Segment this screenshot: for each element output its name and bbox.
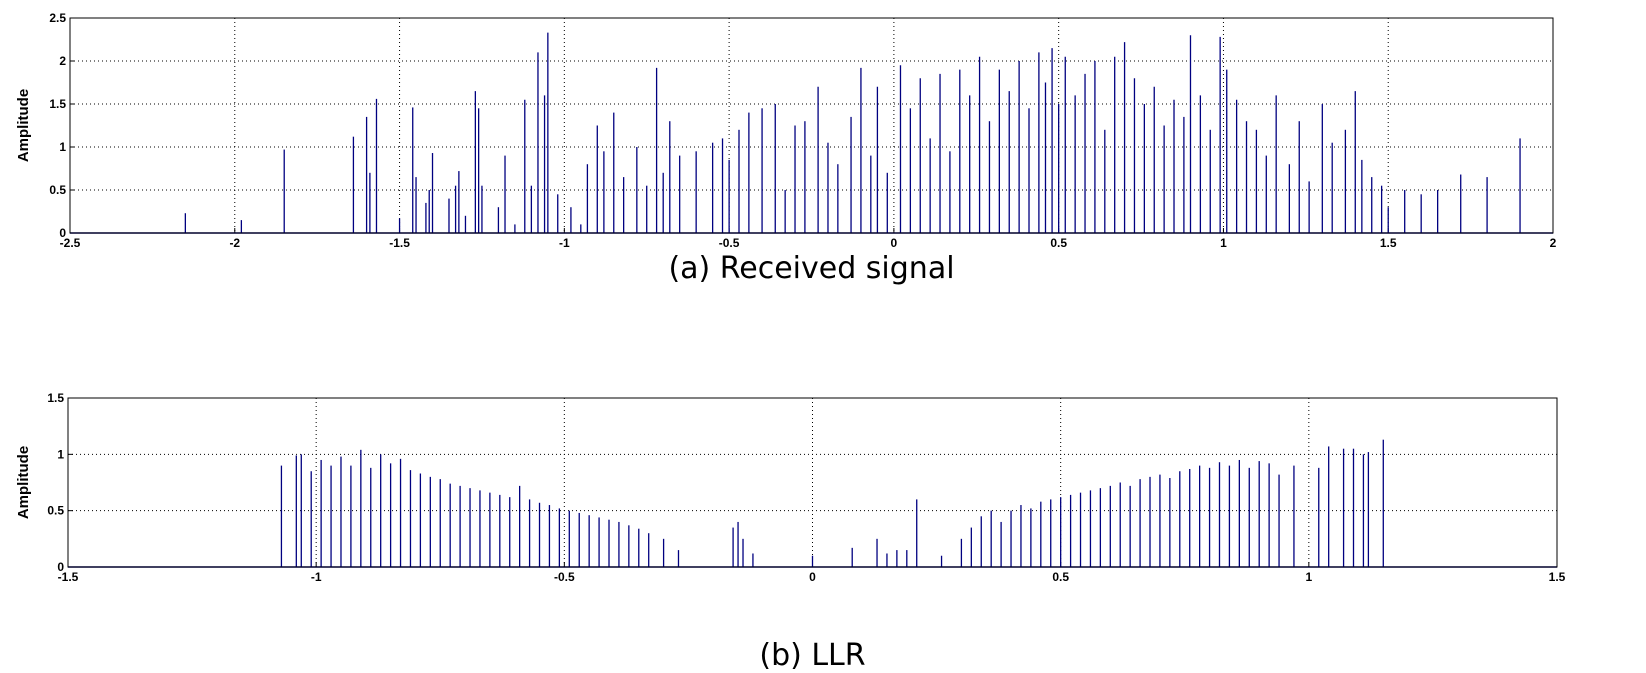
x-tick-label: 0 [891, 236, 898, 250]
caption: (b) LLR [759, 638, 865, 673]
x-tick-label: -0.5 [554, 570, 575, 584]
x-tick-label: 1.5 [1549, 570, 1566, 584]
caption: (a) Received signal [668, 251, 954, 286]
x-tick-label: -1.5 [389, 236, 410, 250]
y-tick-label: 2 [59, 54, 66, 68]
x-tick-label: -2.5 [60, 236, 81, 250]
y-axis-label: Amplitude [15, 446, 32, 519]
x-tick-label: -1.5 [58, 570, 79, 584]
x-tick-label: 1 [1305, 570, 1312, 584]
plot-area [70, 18, 1553, 233]
y-tick-label: 1 [59, 140, 66, 154]
x-tick-label: 0.5 [1050, 236, 1067, 250]
y-tick-label: 2.5 [49, 11, 66, 25]
x-tick-label: 1 [1220, 236, 1227, 250]
y-tick-label: 0 [57, 560, 64, 574]
x-tick-label: 1.5 [1380, 236, 1397, 250]
y-tick-label: 0.5 [47, 504, 64, 518]
x-tick-label: 0 [809, 570, 816, 584]
axes-frame [69, 17, 1554, 234]
x-tick-label: 0.5 [1052, 570, 1069, 584]
y-axis-label: Amplitude [15, 89, 32, 162]
y-tick-label: 1.5 [49, 97, 66, 111]
x-tick-label: -0.5 [719, 236, 740, 250]
y-tick-label: 0 [59, 226, 66, 240]
x-tick-label: -1 [311, 570, 322, 584]
axes-frame [67, 397, 1558, 568]
x-tick-label: -2 [229, 236, 240, 250]
y-tick-label: 1.5 [47, 391, 64, 405]
x-tick-label: -1 [559, 236, 570, 250]
y-tick-label: 1 [57, 447, 64, 461]
y-tick-label: 0.5 [49, 183, 66, 197]
x-tick-label: 2 [1550, 236, 1557, 250]
